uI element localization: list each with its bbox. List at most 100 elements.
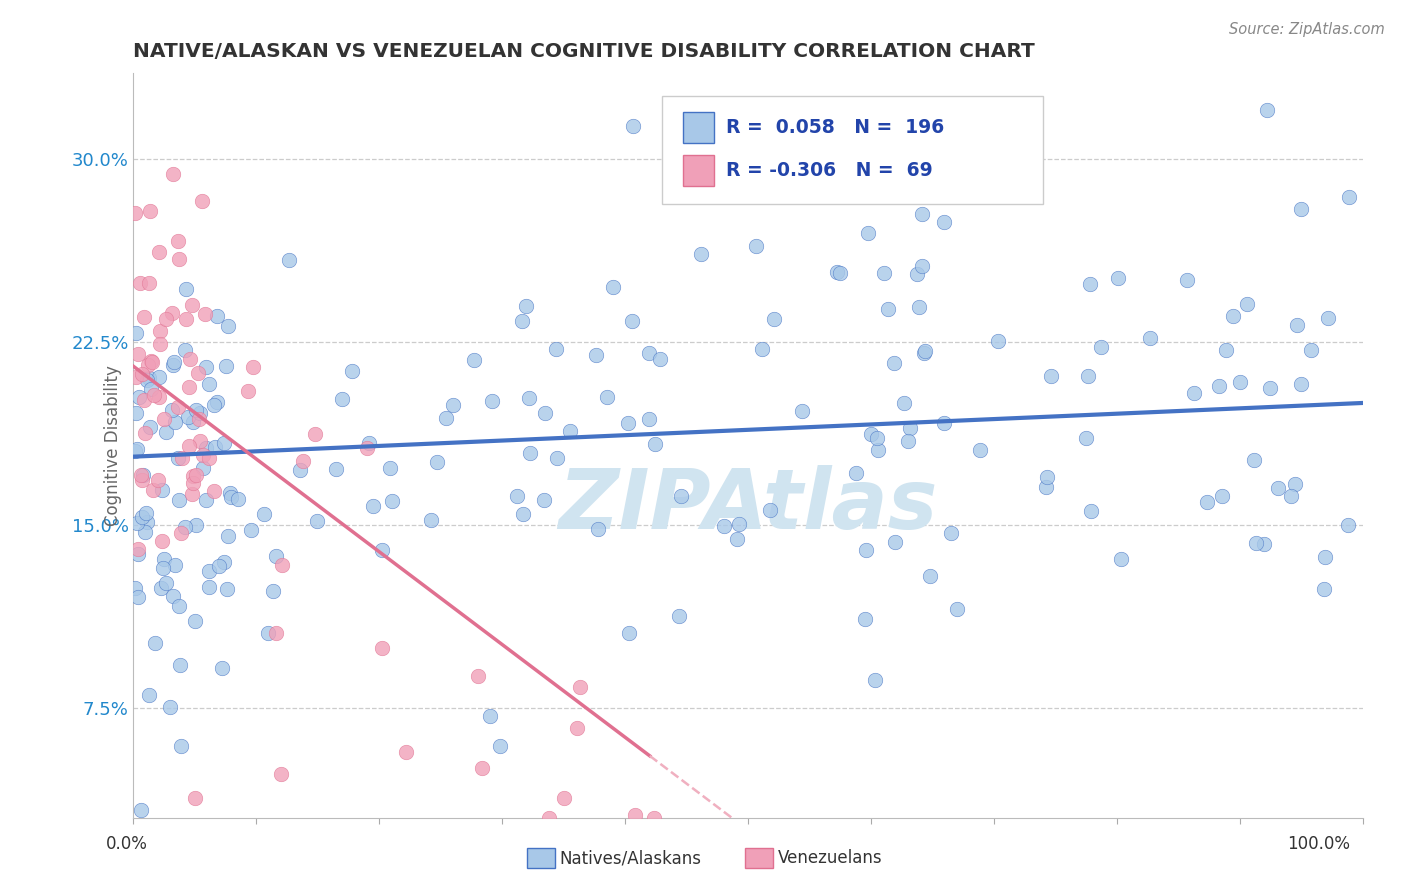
Point (138, 371, 160, 385)
Point (920, 569, 942, 583)
Point (262, 584, 284, 599)
Point (187, 367, 209, 381)
Point (124, 326, 146, 340)
Text: Venezuelans: Venezuelans (778, 849, 882, 867)
Point (1222, 309, 1244, 323)
Point (191, 194, 214, 208)
Point (510, 314, 533, 328)
Text: 100.0%: 100.0% (1286, 835, 1350, 853)
Point (519, 446, 541, 460)
Point (1035, 480, 1057, 494)
Point (239, 523, 262, 537)
Point (163, 558, 186, 572)
Point (202, 484, 225, 499)
Point (728, 516, 751, 531)
Point (188, 434, 211, 448)
Point (305, 515, 328, 529)
Point (620, 313, 643, 327)
Point (381, 494, 404, 508)
Point (489, 739, 512, 753)
Point (914, 343, 936, 358)
Point (167, 451, 190, 466)
Point (136, 515, 159, 529)
Point (479, 709, 502, 723)
Point (1080, 504, 1102, 518)
Point (194, 492, 217, 507)
Point (1090, 340, 1112, 354)
Point (725, 532, 748, 546)
FancyBboxPatch shape (683, 112, 714, 144)
Point (378, 461, 401, 475)
Point (242, 359, 264, 374)
Point (139, 203, 162, 218)
Point (139, 383, 162, 397)
Point (177, 439, 200, 453)
Point (138, 276, 160, 290)
Point (264, 626, 287, 640)
Point (624, 808, 647, 822)
Point (204, 440, 226, 454)
Point (174, 282, 197, 296)
Point (553, 791, 575, 805)
Point (304, 427, 326, 442)
Point (751, 342, 773, 356)
Point (868, 442, 890, 457)
Point (515, 299, 537, 313)
Point (371, 542, 394, 557)
Point (134, 426, 156, 441)
Point (155, 425, 177, 439)
Point (668, 609, 690, 624)
Point (671, 489, 693, 503)
Point (893, 396, 915, 410)
Point (125, 516, 148, 530)
Point (186, 402, 208, 417)
Text: 0.0%: 0.0% (105, 835, 148, 853)
Text: NATIVE/ALASKAN VS VENEZUELAN COGNITIVE DISABILITY CORRELATION CHART: NATIVE/ALASKAN VS VENEZUELAN COGNITIVE D… (134, 42, 1035, 61)
Point (163, 355, 186, 369)
Point (911, 207, 934, 221)
Point (637, 346, 659, 360)
Point (127, 547, 149, 561)
Point (169, 252, 191, 267)
Point (877, 302, 900, 317)
Point (188, 406, 211, 420)
Point (792, 403, 814, 417)
Point (181, 415, 204, 429)
Point (1215, 343, 1237, 358)
Point (207, 395, 229, 409)
Point (359, 435, 381, 450)
Point (132, 310, 155, 325)
Point (905, 267, 928, 281)
Point (650, 351, 672, 366)
Text: Source: ZipAtlas.com: Source: ZipAtlas.com (1229, 22, 1385, 37)
Point (1279, 489, 1302, 503)
Point (1182, 385, 1205, 400)
Point (987, 334, 1010, 349)
Point (139, 419, 162, 434)
Point (866, 431, 889, 445)
Point (165, 415, 187, 429)
Point (211, 661, 233, 675)
Point (853, 612, 876, 626)
Point (1175, 273, 1198, 287)
Point (537, 811, 560, 825)
Point (236, 384, 259, 398)
Point (897, 434, 920, 449)
Point (828, 266, 851, 280)
Point (142, 388, 165, 402)
Text: R = -0.306   N =  69: R = -0.306 N = 69 (725, 161, 932, 179)
Point (277, 252, 299, 267)
Point (170, 526, 193, 541)
Point (143, 635, 166, 649)
Point (713, 518, 735, 533)
Point (394, 745, 416, 759)
Point (1256, 103, 1278, 118)
Point (125, 407, 148, 421)
Point (1258, 381, 1281, 395)
Point (481, 394, 503, 409)
Point (759, 503, 782, 517)
Point (419, 513, 441, 527)
Point (124, 581, 146, 595)
Point (215, 582, 238, 596)
Point (181, 476, 204, 491)
